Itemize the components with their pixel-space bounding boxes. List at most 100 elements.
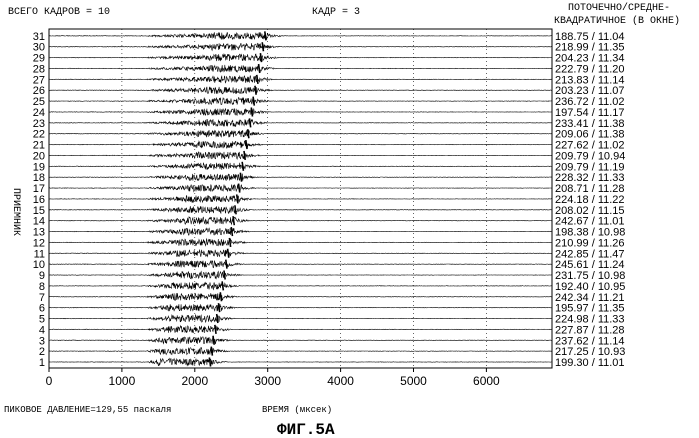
x-tick-label: 4000 [327,374,354,388]
receiver-label: 8 [39,281,45,293]
trace-line [49,174,552,181]
arrival-pick [262,42,263,51]
x-tick-label: 1000 [109,374,136,388]
rms-values: 199.30 / 11.01217.25 / 10.93237.62 / 11.… [555,31,625,369]
rms-value: 228.32 / 11.33 [555,172,625,184]
receiver-label: 6 [39,303,45,315]
arrival-pick [242,162,243,171]
trace-line [49,348,552,355]
receiver-label: 24 [33,107,45,119]
arrival-pick [211,347,212,356]
frame-label: КАДР = 3 [312,7,360,18]
receiver-label: 17 [33,183,45,195]
receiver-label: 31 [33,31,45,43]
rms-value: 237.62 / 11.14 [555,335,625,347]
receiver-label: 3 [39,335,45,347]
receiver-label: 19 [33,161,45,173]
y-axis-label: ПРИЕМНИК [10,188,21,236]
x-tick-label: 6000 [473,374,500,388]
receiver-label: 11 [34,248,45,260]
rms-value: 213.83 / 11.14 [555,74,625,86]
trace-line [49,282,552,289]
trace-line [49,43,552,50]
rms-value: 227.87 / 11.28 [555,324,625,336]
trace-line [49,76,552,83]
trace-line [49,206,552,213]
rms-value: 188.75 / 11.04 [555,31,625,43]
rms-value: 222.79 / 11.20 [555,63,625,75]
arrival-pick [253,97,254,106]
receiver-label: 14 [33,216,45,228]
rms-value: 204.23 / 11.34 [555,53,625,65]
rms-header-line1: ПОТОЧЕЧНО/СРЕДНЕ- [568,2,670,14]
rms-value: 197.54 / 11.17 [555,107,625,119]
receiver-label: 30 [33,42,45,54]
x-tick-label: 2000 [181,374,208,388]
trace-line [49,54,552,61]
rms-value: 231.75 / 10.98 [555,270,625,282]
x-axis-label: ВРЕМЯ (мксек) [262,405,332,415]
rms-value: 210.99 / 11.26 [555,237,625,249]
trace-line [49,228,552,235]
rms-value: 198.38 / 10.98 [555,227,625,239]
rms-value: 227.62 / 11.02 [555,140,625,152]
arrival-pick [228,249,229,258]
rms-value: 208.02 / 11.15 [555,205,625,217]
trace-line [49,217,552,224]
arrival-pick [224,271,225,280]
trace-line [49,87,552,94]
receiver-labels: 1234567891011121314151617181920212223242… [33,31,45,369]
trace-line [49,163,552,170]
receiver-label: 5 [39,314,45,326]
trace-line [49,185,552,192]
arrival-pick [249,118,250,127]
x-tick-label: 0 [46,374,53,388]
receiver-label: 13 [33,227,45,239]
peak-pressure-label: ПИКОВОЕ ДАВЛЕНИЕ=129,55 паскаля [4,405,171,415]
rms-value: 245.61 / 11.24 [555,259,625,271]
rms-value: 203.23 / 11.07 [555,85,625,97]
receiver-label: 20 [33,150,45,162]
arrival-pick [237,194,238,203]
arrival-pick [218,303,219,312]
rms-value: 209.06 / 11.38 [555,129,625,141]
arrival-pick [257,75,258,84]
receiver-label: 15 [33,205,45,217]
arrival-pick [220,292,221,301]
rms-value: 242.34 / 11.21 [555,292,625,304]
arrival-pick [265,31,266,40]
arrival-pick [239,184,240,193]
trace-line [49,293,552,300]
trace-line [49,141,552,148]
trace-line [49,32,552,39]
trace-line [49,130,552,137]
receiver-label: 4 [39,324,45,336]
receiver-label: 9 [39,270,45,282]
receiver-label: 23 [33,118,45,130]
rms-value: 224.18 / 11.22 [555,194,625,206]
rms-value: 209.79 / 10.94 [555,150,625,162]
receiver-label: 29 [33,53,45,65]
receiver-label: 21 [33,140,45,152]
rms-value: 209.79 / 11.19 [555,161,625,173]
receiver-label: 28 [33,63,45,75]
rms-value: 192.40 / 10.95 [555,281,625,293]
figure-caption: ФИГ.5A [277,421,335,438]
total-frames-label: ВСЕГО КАДРОВ = 10 [8,7,110,18]
trace-line [49,65,552,72]
receiver-label: 25 [33,96,45,108]
receiver-label: 10 [33,259,45,271]
trace-line [49,195,552,202]
trace-line [49,315,552,322]
trace-line [49,239,552,246]
trace-line [49,326,552,333]
rms-header-line2: КВАДРАТИЧНОЕ (В ОКНЕ) [554,15,680,27]
trace-line [49,359,552,366]
receiver-label: 2 [39,346,45,358]
arrival-pick [231,227,232,236]
trace-line [49,119,552,126]
x-tick-label: 3000 [254,374,281,388]
receiver-label: 22 [33,129,45,141]
traces-group [49,31,552,366]
